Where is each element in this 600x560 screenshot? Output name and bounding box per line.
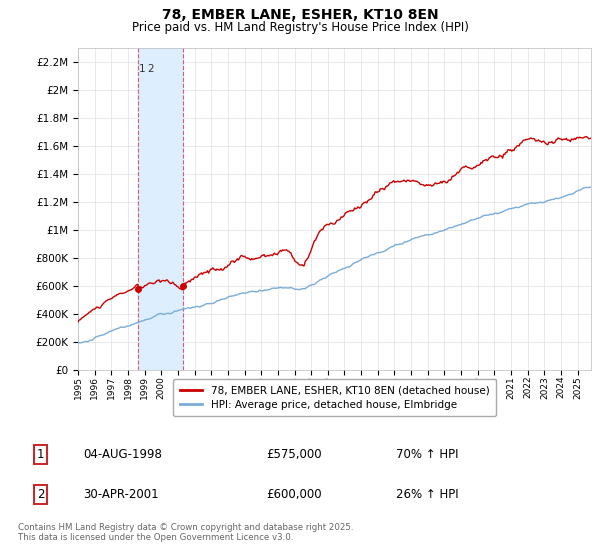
Text: £600,000: £600,000 (266, 488, 322, 501)
Text: £575,000: £575,000 (266, 448, 322, 461)
Text: 1: 1 (139, 64, 145, 74)
Text: 04-AUG-1998: 04-AUG-1998 (83, 448, 162, 461)
Legend: 78, EMBER LANE, ESHER, KT10 8EN (detached house), HPI: Average price, detached h: 78, EMBER LANE, ESHER, KT10 8EN (detache… (173, 379, 496, 416)
Text: Contains HM Land Registry data © Crown copyright and database right 2025.
This d: Contains HM Land Registry data © Crown c… (18, 523, 353, 542)
Text: 1: 1 (37, 448, 44, 461)
Text: 2: 2 (148, 64, 154, 74)
Text: 30-APR-2001: 30-APR-2001 (83, 488, 158, 501)
Text: 26% ↑ HPI: 26% ↑ HPI (396, 488, 458, 501)
Text: 78, EMBER LANE, ESHER, KT10 8EN: 78, EMBER LANE, ESHER, KT10 8EN (161, 8, 439, 22)
Text: 70% ↑ HPI: 70% ↑ HPI (396, 448, 458, 461)
Bar (137, 48, 184, 370)
Text: 2: 2 (37, 488, 44, 501)
Text: Price paid vs. HM Land Registry's House Price Index (HPI): Price paid vs. HM Land Registry's House … (131, 21, 469, 34)
